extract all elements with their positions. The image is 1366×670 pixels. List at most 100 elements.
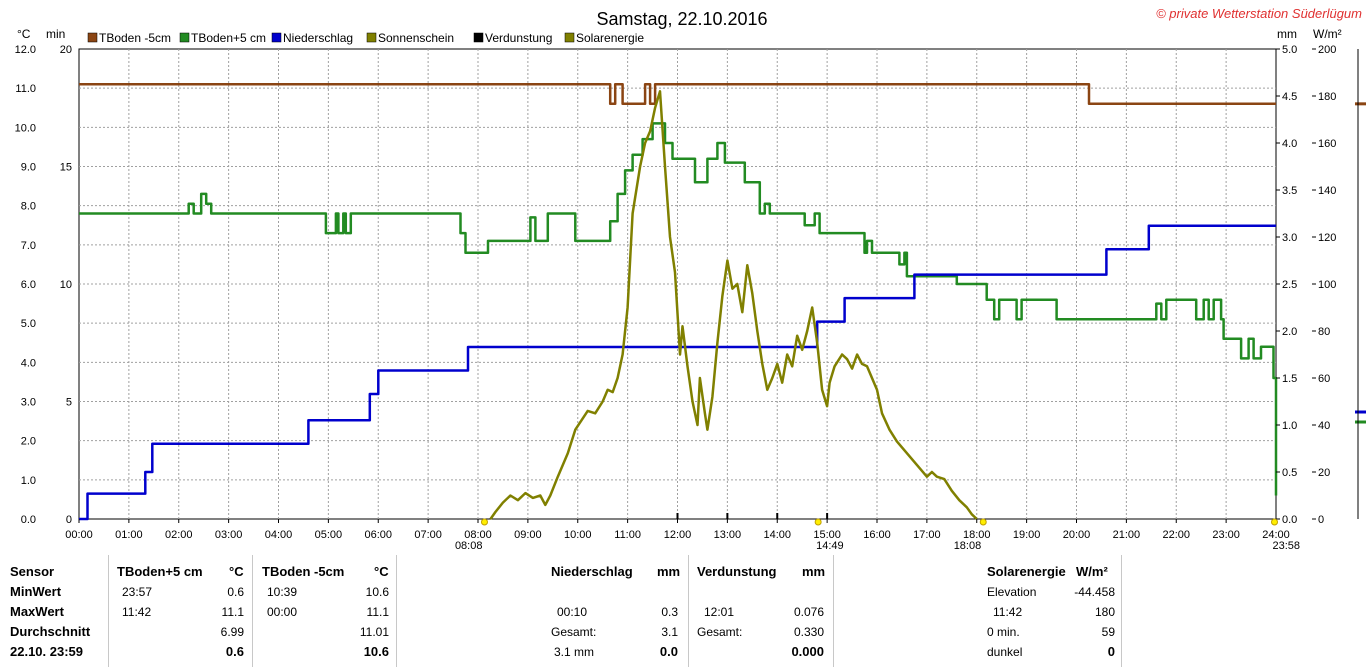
x-tick-label: 16:00 <box>863 529 891 541</box>
evap-sum-label: Gesamt: <box>697 625 743 639</box>
tbm5-min-value: 10.6 <box>365 585 389 599</box>
x-tick-label: 13:00 <box>714 529 742 541</box>
legend-swatch <box>564 32 575 43</box>
evaporation-mark <box>826 513 829 519</box>
sensor-header: Sensor <box>10 564 55 579</box>
legend-swatch <box>179 32 190 43</box>
statistics-panel: Sensor MinWert MaxWert Durchschnitt 22.1… <box>0 553 1366 670</box>
wm2-tick-label: 80 <box>1318 326 1330 338</box>
grid <box>79 49 1276 519</box>
tb5-max-value: 11.1 <box>221 605 244 619</box>
legend-swatch <box>87 32 98 43</box>
x-tick-label: 12:00 <box>664 529 692 541</box>
x-tick-label: 04:00 <box>265 529 293 541</box>
sun-marker-label: 14:49 <box>816 540 844 552</box>
tbm5-min-time: 10:39 <box>267 585 298 599</box>
weather-chart: 00:00 01:00 02:00 03:00 04:00 05:00 06:00 07:00… <box>15 6 1366 552</box>
mm-tick-label: 1.0 <box>1282 420 1297 432</box>
tb5-current-value: 0.6 <box>225 644 244 659</box>
tbm5-max-value: 11.1 <box>366 605 389 619</box>
x-tick-label: 02:00 <box>165 529 193 541</box>
x-tick-label: 24:00 <box>1262 529 1290 541</box>
rain-unit: mm <box>657 564 681 579</box>
wm2-tick-label: 120 <box>1318 232 1336 244</box>
rain-current-value: 0.0 <box>659 644 678 659</box>
solar-header: Solarenergie <box>987 564 1066 579</box>
celsius-tick-label: 3.0 <box>21 397 36 409</box>
sun-marker-label: 23:58 <box>1273 540 1301 552</box>
x-tick-label: 09:00 <box>514 529 542 541</box>
celsius-tick-label: 10.0 <box>15 122 36 134</box>
x-tick-label: 15:00 <box>813 529 841 541</box>
x-tick-label: 05:00 <box>315 529 343 541</box>
solar-elevation-value: -44.458 <box>1074 585 1115 599</box>
legend-label: Verdunstung <box>485 31 552 45</box>
celsius-unit-label: °C <box>17 27 31 41</box>
sun-marker-icon <box>979 518 987 526</box>
tb5-unit: °C <box>229 564 244 579</box>
x-tick-label: 23:00 <box>1212 529 1240 541</box>
celsius-tick-label: 12.0 <box>15 44 36 56</box>
x-tick-label: 11:00 <box>614 529 641 541</box>
rain-sum-value: 3.1 <box>661 625 678 639</box>
celsius-tick-label: 5.0 <box>21 318 36 330</box>
celsius-tick-label: 6.0 <box>21 279 36 291</box>
sun-marker-label: 08:08 <box>455 540 483 552</box>
celsius-tick-label: 2.0 <box>21 436 36 448</box>
x-tick-label: 20:00 <box>1063 529 1091 541</box>
x-tick-label: 08:00 <box>464 529 492 541</box>
tbm5-max-time: 00:00 <box>267 605 298 619</box>
tb5-min-time: 23:57 <box>122 585 153 599</box>
legend-label: TBoden -5cm <box>99 31 171 45</box>
series-line-tboden-5-cm <box>79 122 1278 496</box>
x-tick-label: 10:00 <box>564 529 592 541</box>
rain-max-time: 00:10 <box>557 605 588 619</box>
wm2-tick-label: 20 <box>1318 467 1330 479</box>
sun-marker-icon <box>480 518 488 526</box>
evap-header: Verdunstung <box>697 564 777 579</box>
durchschnitt-label: Durchschnitt <box>10 624 91 639</box>
wm2-tick-label: 0 <box>1318 514 1324 526</box>
evaporation-mark <box>776 513 779 519</box>
mm-tick-label: 3.5 <box>1282 185 1297 197</box>
wm2-tick-label: 100 <box>1318 279 1336 291</box>
series-line-tboden-5cm <box>79 83 1276 106</box>
axes: 00:00 01:00 02:00 03:00 04:00 05:00 06:00 07:00… <box>15 27 1366 552</box>
rain-header: Niederschlag <box>551 564 633 579</box>
wm2-tick-label: 200 <box>1318 44 1336 56</box>
wm2-tick-label: 140 <box>1318 185 1336 197</box>
mm-tick-label: 4.0 <box>1282 138 1297 150</box>
evap-sum-value: 0.330 <box>793 625 824 639</box>
x-tick-label: 06:00 <box>364 529 392 541</box>
minutes-unit-label: min <box>46 27 65 41</box>
evap-max-time: 12:01 <box>704 605 735 619</box>
tb5-header: TBoden+5 cm <box>117 564 203 579</box>
wm2-tick-label: 180 <box>1318 91 1336 103</box>
tbm5-avg-value: 11.01 <box>359 625 389 639</box>
x-tick-label: 07:00 <box>414 529 442 541</box>
wm2-tick-label: 40 <box>1318 420 1330 432</box>
current-time-label: 22.10. 23:59 <box>10 644 84 659</box>
solar-zero-label: 0 min. <box>987 625 1020 639</box>
mm-tick-label: 3.0 <box>1282 232 1297 244</box>
minutes-tick-label: 5 <box>66 397 72 409</box>
x-tick-label: 01:00 <box>115 529 143 541</box>
x-tick-label: 19:00 <box>1013 529 1041 541</box>
series-line-solarenergie <box>489 90 978 520</box>
x-tick-label: 18:00 <box>963 529 991 541</box>
minutes-tick-label: 20 <box>60 44 72 56</box>
solar-zero-value: 59 <box>1101 625 1115 639</box>
legend: TBoden -5cm TBoden+5 cm Niederschlag Sonnen… <box>87 31 644 45</box>
evaporation-mark <box>676 513 679 519</box>
celsius-tick-label: 0.0 <box>21 514 36 526</box>
minutes-tick-label: 0 <box>66 514 72 526</box>
chart-title: Samstag, 22.10.2016 <box>596 9 767 29</box>
evap-max-value: 0.076 <box>793 605 824 619</box>
rain-sum-label: Gesamt: <box>551 625 597 639</box>
evap-unit: mm <box>802 564 826 579</box>
x-tick-label: 03:00 <box>215 529 243 541</box>
solar-dark-value: 0 <box>1107 644 1115 659</box>
evaporation-mark <box>726 513 729 519</box>
wm2-unit-label: W/m² <box>1313 27 1342 41</box>
minwert-label: MinWert <box>10 584 62 599</box>
